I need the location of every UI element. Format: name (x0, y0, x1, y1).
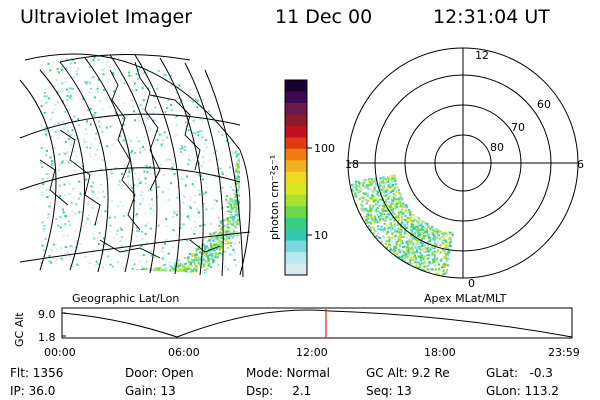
timeline-y-axis-label: GC Alt (13, 312, 26, 347)
colorbar-stop (285, 80, 307, 93)
polar-caption: Apex MLat/MLT (424, 292, 507, 305)
polar-plot: 12 18 6 0 60 70 80 Apex MLat/MLT (345, 47, 584, 305)
colorbar-stop (285, 217, 307, 230)
timeline-ytick-high: 9.0 (38, 308, 56, 321)
status-flight: Flt: 1356 (10, 366, 64, 380)
mlat-label-70: 70 (511, 121, 525, 134)
orbit-timeline: 9.0 1.8 GC Alt 00:00 06:00 12:00 18:00 2… (13, 307, 580, 359)
colorbar: 100 10 photon cm⁻²s⁻¹ (268, 79, 335, 276)
colorbar-tick-100: 100 (314, 142, 335, 155)
altitude-curve (61, 309, 573, 338)
colorbar-tick-10: 10 (314, 229, 328, 242)
colorbar-stop (285, 229, 307, 242)
timeline-xtick-0000: 00:00 (44, 346, 76, 359)
timeline-xtick-1800: 18:00 (424, 346, 456, 359)
geographic-caption: Geographic Lat/Lon (72, 292, 179, 305)
timeline-xtick-1200: 12:00 (296, 346, 328, 359)
colorbar-stop (285, 114, 307, 127)
colorbar-units-label: photon cm⁻²s⁻¹ (268, 155, 281, 240)
status-dsp: Dsp: 2.1 (246, 384, 312, 398)
colorbar-stop (285, 252, 307, 265)
colorbar-stop (285, 160, 307, 173)
timeline-xtick-0600: 06:00 (168, 346, 200, 359)
colorbar-stop (285, 183, 307, 196)
colorbar-stop (285, 194, 307, 207)
colorbar-stop (285, 171, 307, 184)
status-mode: Mode: Normal (246, 366, 330, 380)
mlt-label-12: 12 (475, 49, 489, 62)
mlt-label-18: 18 (345, 158, 359, 171)
colorbar-stop (285, 102, 307, 116)
polar-grid (347, 47, 579, 279)
instrument-title: Ultraviolet Imager (20, 6, 193, 28)
status-gc-alt: GC Alt: 9.2 Re (366, 366, 450, 380)
image-date: 11 Dec 00 (275, 6, 373, 28)
status-glon: GLon: 113.2 (486, 384, 559, 398)
mlt-label-6: 6 (577, 158, 584, 171)
status-glat: GLat: -0.3 (486, 366, 553, 380)
colorbar-stop (285, 125, 307, 138)
colorbar-stop (285, 240, 307, 253)
colorbar-stop (285, 148, 307, 161)
mlat-label-80: 80 (490, 141, 504, 154)
colorbar-stop (285, 206, 307, 219)
timeline-ytick-low: 1.8 (38, 331, 56, 344)
colorbar-stop (285, 263, 307, 276)
mlt-label-0: 0 (468, 277, 475, 290)
aurora-emission-polar (350, 174, 454, 278)
status-gain: Gain: 13 (125, 384, 176, 398)
geographic-map: Geographic Lat/Lon (19, 53, 251, 305)
colorbar-stop (285, 91, 307, 104)
coastlines (39, 61, 221, 259)
timeline-xtick-2359: 23:59 (548, 346, 580, 359)
status-seq: Seq: 13 (366, 384, 412, 398)
image-time: 12:31:04 UT (433, 6, 550, 28)
mlat-label-60: 60 (537, 98, 551, 111)
status-door: Door: Open (125, 366, 194, 380)
colorbar-stop (285, 137, 307, 150)
status-ip: IP: 36.0 (10, 384, 56, 398)
